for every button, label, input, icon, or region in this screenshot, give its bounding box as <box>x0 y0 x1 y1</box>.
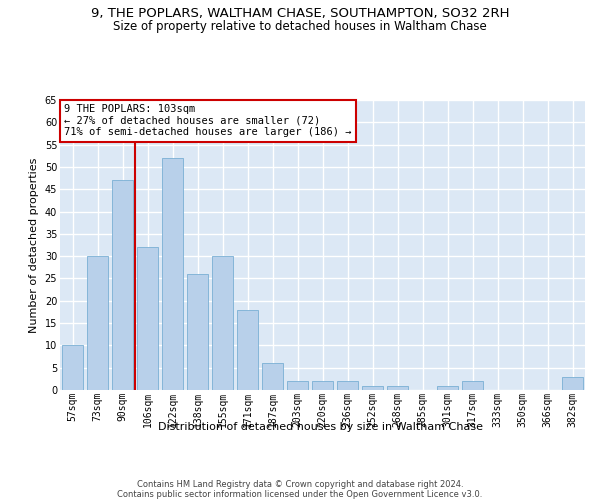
Bar <box>437 386 458 390</box>
Bar <box>287 381 308 390</box>
Text: 9 THE POPLARS: 103sqm
← 27% of detached houses are smaller (72)
71% of semi-deta: 9 THE POPLARS: 103sqm ← 27% of detached … <box>64 104 352 138</box>
Text: Size of property relative to detached houses in Waltham Chase: Size of property relative to detached ho… <box>113 20 487 33</box>
Bar <box>337 381 358 390</box>
Bar <box>212 256 233 390</box>
Y-axis label: Number of detached properties: Number of detached properties <box>29 158 39 332</box>
Bar <box>62 346 83 390</box>
Text: Distribution of detached houses by size in Waltham Chase: Distribution of detached houses by size … <box>158 422 484 432</box>
Bar <box>237 310 258 390</box>
Bar <box>137 247 158 390</box>
Bar <box>362 386 383 390</box>
Bar <box>87 256 108 390</box>
Bar <box>462 381 483 390</box>
Bar <box>187 274 208 390</box>
Bar <box>387 386 408 390</box>
Bar <box>162 158 183 390</box>
Bar <box>112 180 133 390</box>
Text: Contains HM Land Registry data © Crown copyright and database right 2024.
Contai: Contains HM Land Registry data © Crown c… <box>118 480 482 499</box>
Bar <box>262 363 283 390</box>
Bar <box>562 376 583 390</box>
Text: 9, THE POPLARS, WALTHAM CHASE, SOUTHAMPTON, SO32 2RH: 9, THE POPLARS, WALTHAM CHASE, SOUTHAMPT… <box>91 8 509 20</box>
Bar <box>312 381 333 390</box>
